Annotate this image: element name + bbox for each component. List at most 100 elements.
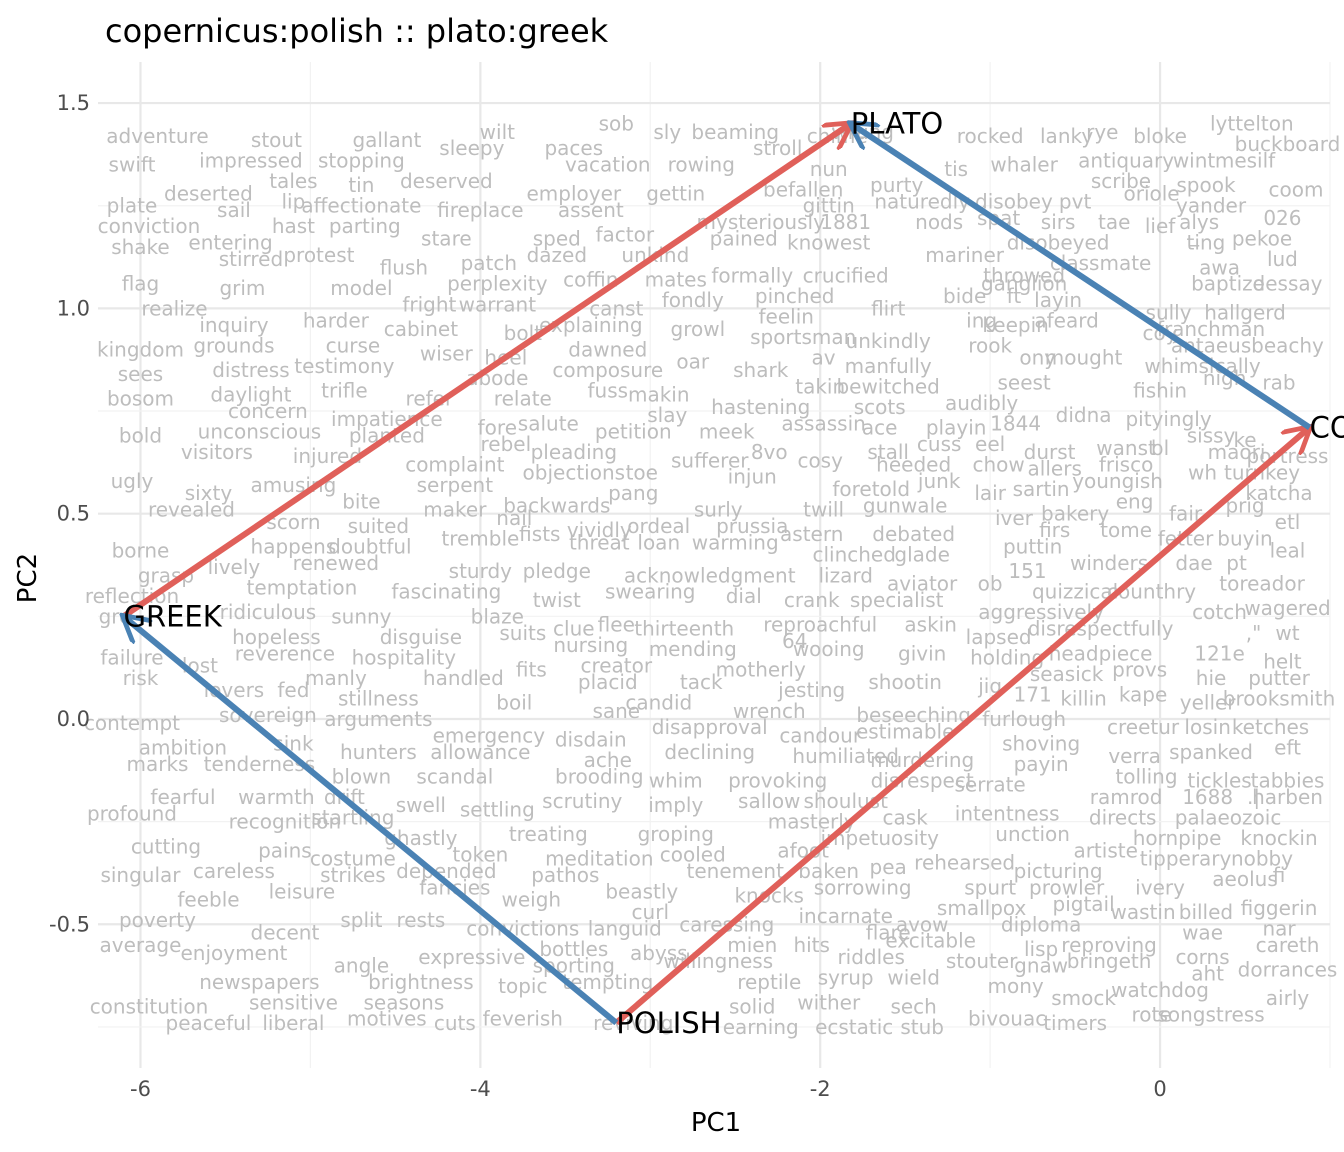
background-word: foretold bbox=[832, 477, 910, 501]
background-word: palaeozoic bbox=[1175, 806, 1282, 830]
background-word: shoving bbox=[1002, 732, 1080, 756]
background-word: youngish bbox=[1072, 469, 1163, 493]
background-word: manfully bbox=[845, 354, 932, 378]
background-word: pt bbox=[1226, 551, 1247, 575]
background-word: swift bbox=[109, 153, 156, 177]
background-word: costume bbox=[310, 847, 396, 871]
background-word: constitution bbox=[90, 994, 209, 1018]
background-word: wither bbox=[797, 990, 861, 1014]
background-word: debated bbox=[872, 522, 955, 546]
background-word: bl bbox=[1151, 436, 1169, 460]
background-word: allers bbox=[1028, 457, 1082, 481]
background-word: rests bbox=[396, 908, 445, 932]
background-word: stroll bbox=[753, 136, 802, 160]
background-word: fits bbox=[516, 658, 547, 682]
background-word: mending bbox=[649, 637, 737, 661]
background-word: heeded bbox=[876, 452, 951, 476]
background-word: sartin bbox=[1013, 477, 1070, 501]
background-word: boil bbox=[496, 691, 532, 715]
background-word: daylight bbox=[210, 383, 291, 407]
background-word: arguments bbox=[324, 707, 432, 731]
background-word: prowler bbox=[1029, 875, 1105, 899]
background-word: toreador bbox=[1219, 571, 1305, 595]
background-word: pea bbox=[870, 855, 907, 879]
background-word: maori bbox=[1208, 440, 1266, 464]
background-word: harben bbox=[1252, 785, 1323, 809]
background-word: 151 bbox=[1008, 559, 1046, 583]
background-word: dawned bbox=[568, 337, 647, 361]
background-word: gittin bbox=[803, 194, 855, 218]
background-word: flag bbox=[122, 272, 160, 296]
background-word: provoking bbox=[728, 769, 827, 793]
background-word: excitable bbox=[885, 929, 976, 953]
background-word: fireplace bbox=[437, 198, 524, 222]
background-word: wint bbox=[1173, 149, 1216, 173]
background-word: sufferer bbox=[671, 448, 749, 472]
background-word: disguise bbox=[380, 625, 462, 649]
background-word: beastly bbox=[605, 879, 678, 903]
background-word: surly bbox=[694, 498, 743, 522]
background-word: katcha bbox=[1245, 481, 1312, 505]
background-word: tome bbox=[1100, 518, 1152, 542]
background-word: wh bbox=[1188, 461, 1217, 485]
background-word: kape bbox=[1119, 682, 1168, 706]
background-word: profound bbox=[87, 801, 177, 825]
background-word: treating bbox=[509, 822, 588, 846]
background-word: puttin bbox=[1003, 535, 1062, 559]
background-word: bide bbox=[943, 284, 986, 308]
background-word: clue bbox=[553, 617, 595, 641]
background-word: _ bbox=[1188, 222, 1200, 246]
background-word: glade bbox=[894, 543, 950, 567]
x-tick-labels: -6 -4 -2 0 bbox=[130, 1077, 1167, 1101]
background-word: decent bbox=[251, 920, 320, 944]
background-word: nods bbox=[915, 210, 963, 234]
background-word: verra bbox=[1108, 744, 1161, 768]
background-word: nar bbox=[1262, 916, 1296, 940]
background-word: bottles bbox=[539, 937, 608, 961]
background-word: earning bbox=[723, 1015, 799, 1039]
background-word: gnaw bbox=[1014, 953, 1068, 977]
background-word: distress bbox=[212, 358, 289, 382]
background-word: ambition bbox=[139, 736, 227, 760]
background-word: candid bbox=[625, 691, 692, 715]
background-word: rye bbox=[1086, 120, 1118, 144]
background-word: timers bbox=[1043, 1011, 1107, 1035]
point-label-polish: POLISH bbox=[616, 1006, 721, 1040]
background-word: conviction bbox=[98, 214, 201, 238]
background-word: whaler bbox=[990, 153, 1058, 177]
background-word: leisure bbox=[269, 879, 336, 903]
background-word: deserved bbox=[400, 169, 493, 193]
background-word: token bbox=[452, 842, 508, 866]
background-word: audibly bbox=[945, 391, 1018, 415]
background-word: lief bbox=[1145, 214, 1176, 238]
background-word: sturdy bbox=[449, 559, 513, 583]
x-axis-title: PC1 bbox=[691, 1108, 741, 1138]
background-word: gettin bbox=[646, 181, 705, 205]
background-word: wield bbox=[887, 966, 939, 990]
background-word: lost bbox=[182, 654, 218, 678]
y-tick-label: 0.0 bbox=[57, 707, 90, 731]
background-word: composure bbox=[552, 358, 663, 382]
background-word: affectionate bbox=[301, 194, 421, 218]
background-word: tales bbox=[269, 169, 317, 193]
background-word: 026 bbox=[1263, 206, 1301, 230]
background-word: payin bbox=[1014, 752, 1069, 776]
background-word: iver bbox=[995, 506, 1034, 530]
background-word: seasons bbox=[364, 990, 445, 1014]
background-word: leal bbox=[1270, 539, 1306, 563]
background-word: sensitive bbox=[249, 990, 338, 1014]
background-word: stillness bbox=[338, 686, 419, 710]
background-word: mought bbox=[1045, 346, 1123, 370]
background-word: groping bbox=[638, 822, 714, 846]
background-word: crank bbox=[784, 588, 840, 612]
background-word: artiste bbox=[1073, 838, 1137, 862]
background-word: tae bbox=[1098, 210, 1130, 234]
y-tick-labels: -0.5 0.0 0.5 1.0 1.5 bbox=[49, 91, 90, 936]
background-word: acknowledgment bbox=[624, 563, 796, 587]
background-word: plate bbox=[107, 194, 158, 218]
background-word: lip bbox=[282, 190, 306, 214]
y-tick-label: 1.5 bbox=[57, 91, 90, 115]
background-word: poverty bbox=[119, 908, 196, 932]
point-label-copernicus: COPERNICUS bbox=[1310, 410, 1344, 444]
background-word: disdain bbox=[555, 728, 627, 752]
